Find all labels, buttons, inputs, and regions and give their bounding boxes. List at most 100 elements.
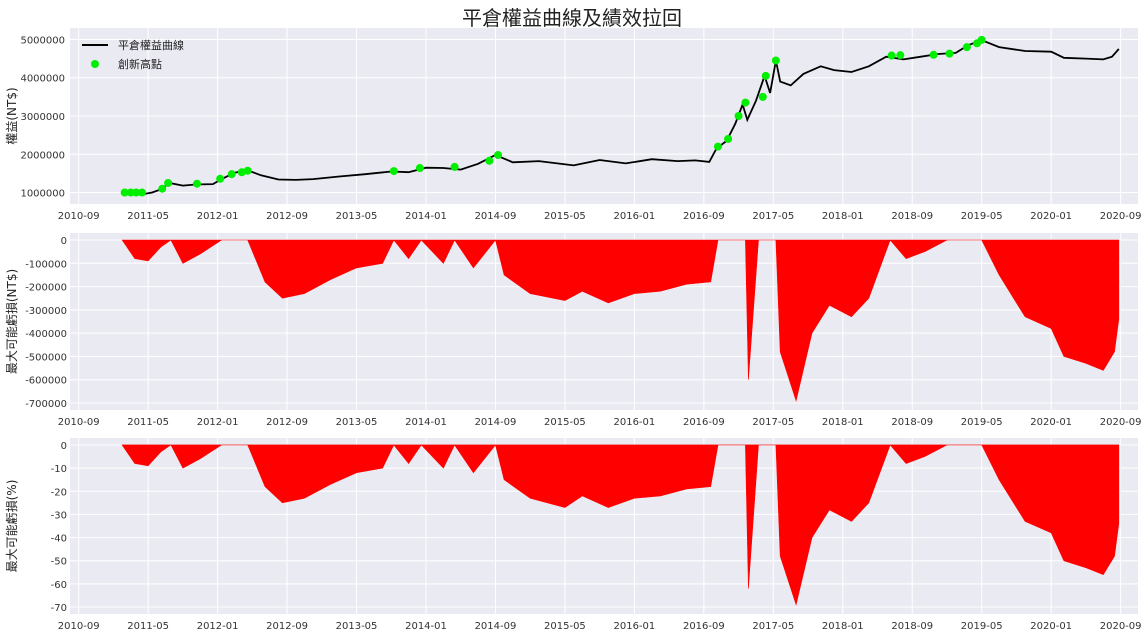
x-tick-label: 2014-09: [475, 621, 517, 632]
x-tick-label: 2020-01: [1030, 211, 1072, 222]
x-tick-label: 2017-05: [752, 211, 794, 222]
new-high-point: [758, 92, 767, 101]
y-tick-label: 0: [61, 236, 67, 247]
x-tick-label: 2019-05: [961, 417, 1003, 428]
y-axis-label: 最大可能虧損(%): [4, 480, 19, 573]
new-high-point: [216, 174, 225, 183]
x-tick-label: 2010-09: [58, 417, 100, 428]
x-tick-label: 2018-09: [891, 417, 933, 428]
new-high-point: [485, 156, 494, 165]
x-tick-label: 2012-09: [266, 211, 308, 222]
x-tick-label: 2015-05: [544, 621, 586, 632]
y-tick-label: -10: [51, 464, 67, 475]
x-tick-label: 2011-05: [127, 417, 169, 428]
legend-label-equity: 平倉權益曲線: [118, 38, 184, 52]
x-tick-label: 2019-05: [961, 211, 1003, 222]
x-tick-label: 2012-01: [197, 621, 239, 632]
new-high-point: [929, 50, 938, 59]
new-high-point: [132, 188, 141, 197]
x-tick-label: 2012-01: [197, 211, 239, 222]
y-tick-label: -30: [51, 510, 67, 521]
new-high-point: [977, 35, 986, 44]
x-tick-label: 2012-09: [266, 417, 308, 428]
y-tick-label: -50: [51, 557, 67, 568]
y-tick-label: -600000: [25, 376, 67, 387]
x-tick-label: 2018-01: [822, 417, 864, 428]
x-tick-label: 2012-09: [266, 621, 308, 632]
new-high-point: [138, 188, 147, 197]
x-tick-label: 2013-05: [336, 621, 378, 632]
y-tick-label: -500000: [25, 352, 67, 363]
x-tick-label: 2014-01: [405, 621, 447, 632]
x-tick-label: 2020-09: [1100, 417, 1142, 428]
drawdown-area: [121, 444, 1120, 606]
x-tick-label: 2016-09: [683, 211, 725, 222]
x-tick-label: 2011-05: [127, 621, 169, 632]
y-tick-label: -20: [51, 487, 67, 498]
x-tick-label: 2014-09: [475, 211, 517, 222]
y-tick-label: -60: [51, 580, 67, 591]
x-tick-label: 2018-01: [822, 211, 864, 222]
y-tick-label: 3000000: [20, 112, 65, 123]
y-tick-label: -400000: [25, 329, 67, 340]
new-high-point: [415, 164, 424, 173]
x-tick-label: 2016-01: [613, 621, 655, 632]
x-tick-label: 2015-05: [544, 211, 586, 222]
new-high-point: [164, 178, 173, 187]
new-high-point: [227, 170, 236, 179]
new-high-point: [896, 51, 905, 60]
x-tick-label: 2013-05: [336, 417, 378, 428]
x-tick-label: 2016-01: [613, 211, 655, 222]
x-tick-label: 2010-09: [58, 621, 100, 632]
legend-marker-swatch: [91, 60, 99, 68]
y-tick-label: -300000: [25, 306, 67, 317]
x-tick-label: 2011-05: [127, 211, 169, 222]
y-axis-label: 權益(NT$): [5, 87, 19, 144]
new-high-point: [771, 56, 780, 65]
x-tick-label: 2020-01: [1030, 417, 1072, 428]
new-high-point: [741, 98, 750, 107]
x-tick-label: 2020-09: [1100, 211, 1142, 222]
x-tick-label: 2017-05: [752, 417, 794, 428]
x-tick-label: 2017-05: [752, 621, 794, 632]
x-tick-label: 2016-09: [683, 621, 725, 632]
x-tick-label: 2010-09: [58, 211, 100, 222]
new-high-point: [734, 112, 743, 120]
new-high-point: [389, 167, 398, 176]
y-tick-label: 5000000: [20, 35, 65, 46]
new-high-point: [887, 51, 896, 60]
y-tick-label: -40: [51, 534, 67, 545]
x-tick-label: 2013-05: [336, 211, 378, 222]
chart-title: 平倉權益曲線及績效拉回: [462, 6, 682, 30]
y-tick-label: 1000000: [20, 189, 65, 200]
drawdown-area: [121, 239, 1120, 402]
new-high-point: [713, 142, 722, 151]
x-tick-label: 2012-01: [197, 417, 239, 428]
new-high-point: [945, 49, 954, 58]
x-tick-label: 2018-09: [891, 211, 933, 222]
legend-label-new-high: 創新高點: [118, 57, 162, 71]
new-high-point: [158, 184, 167, 193]
y-tick-label: -200000: [25, 283, 67, 294]
new-high-point: [761, 71, 770, 80]
new-high-point: [962, 43, 971, 52]
y-axis-label: 最大可能虧損(NT$): [4, 269, 19, 374]
y-tick-label: -700000: [25, 399, 67, 410]
y-tick-label: -100000: [25, 259, 67, 270]
new-high-point: [724, 134, 733, 143]
x-tick-label: 2014-01: [405, 417, 447, 428]
new-high-point: [494, 151, 503, 160]
x-tick-label: 2019-05: [961, 621, 1003, 632]
x-tick-label: 2014-01: [405, 211, 447, 222]
y-tick-label: 2000000: [20, 150, 65, 161]
x-tick-label: 2020-09: [1100, 621, 1142, 632]
x-tick-label: 2015-05: [544, 417, 586, 428]
new-high-point: [192, 179, 201, 188]
x-tick-label: 2020-01: [1030, 621, 1072, 632]
y-tick-label: 0: [61, 441, 67, 452]
x-tick-label: 2016-01: [613, 417, 655, 428]
x-tick-label: 2016-09: [683, 417, 725, 428]
new-high-point: [243, 166, 252, 175]
new-high-point: [120, 188, 129, 197]
